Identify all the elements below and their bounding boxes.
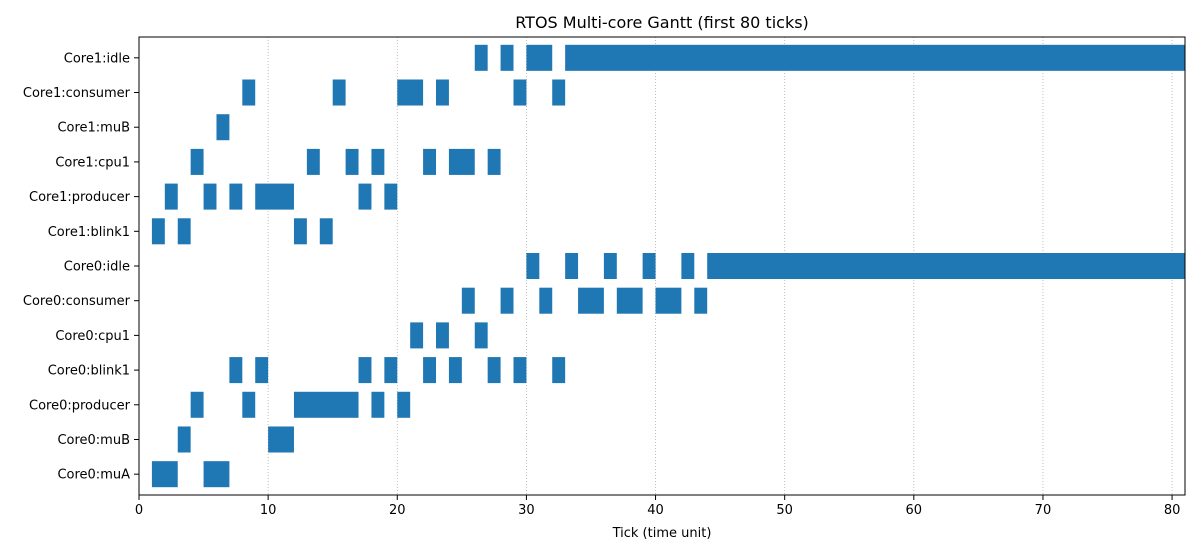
- gantt-bar: [397, 391, 411, 418]
- gantt-bar: [448, 357, 462, 384]
- gantt-bar: [293, 391, 359, 418]
- gantt-bar: [151, 218, 165, 245]
- gantt-bar: [565, 44, 1185, 71]
- x-tick-label: 80: [1164, 503, 1181, 518]
- y-axis-ticks: Core0:muA Core0:muB Core0:producer Core0:bl…: [23, 51, 139, 483]
- gantt-bar: [177, 426, 191, 453]
- y-tick-label: Core1:producer: [29, 190, 131, 205]
- chart-title: RTOS Multi-core Gantt (first 80 ticks): [515, 13, 809, 32]
- gantt-bar: [603, 252, 617, 280]
- y-tick-label: Core0:muB: [57, 433, 130, 448]
- gantt-bar: [371, 148, 385, 175]
- gantt-bar: [410, 322, 424, 349]
- x-tick-label: 0: [135, 503, 143, 518]
- gantt-bar: [203, 183, 217, 210]
- gantt-bar: [384, 357, 398, 384]
- gantt-bar: [423, 357, 437, 384]
- gantt-bar: [255, 357, 269, 384]
- gantt-bar: [216, 114, 230, 141]
- plot-frame: [138, 36, 1186, 496]
- gantt-bar: [242, 79, 256, 106]
- gantt-bar: [371, 391, 385, 418]
- gantt-bar: [306, 148, 320, 175]
- y-tick-label: Core0:cpu1: [55, 329, 130, 344]
- y-tick-label: Core0:producer: [29, 398, 131, 413]
- x-axis-label: Tick (time unit): [612, 526, 712, 541]
- x-tick-label: 70: [1035, 503, 1052, 518]
- x-tick-label: 50: [776, 503, 793, 518]
- gantt-bar: [229, 357, 243, 384]
- y-tick-label: Core0:consumer: [23, 294, 131, 309]
- gantt-bar: [474, 44, 488, 71]
- gantt-bar: [500, 44, 514, 71]
- gantt-bar: [190, 148, 204, 175]
- gantt-bar: [164, 183, 178, 210]
- gantt-bar: [539, 287, 553, 314]
- gantt-bar: [268, 426, 294, 453]
- gantt-bar: [255, 183, 294, 210]
- y-tick-label: Core1:blink1: [48, 225, 130, 240]
- gantt-bar: [436, 322, 449, 349]
- y-tick-label: Core0:blink1: [48, 364, 130, 379]
- gantt-bar: [681, 252, 695, 280]
- gantt-bar: [642, 252, 656, 280]
- gantt-bar: [448, 148, 475, 175]
- gantt-bar: [319, 218, 333, 245]
- gantt-bar: [500, 287, 514, 314]
- gantt-bar: [384, 183, 398, 210]
- gantt-bar: [616, 287, 643, 314]
- gantt-bars: [151, 44, 1185, 488]
- gantt-bar: [242, 391, 256, 418]
- y-tick-label: Core1:muB: [57, 121, 130, 136]
- gantt-bar: [552, 79, 566, 106]
- y-tick-label: Core0:idle: [64, 260, 130, 275]
- x-axis-ticks: 0 10 20 30 40 50 60 70 80: [135, 495, 1181, 518]
- x-tick-label: 10: [260, 503, 277, 518]
- gantt-bar: [203, 461, 230, 488]
- gantt-bar: [526, 252, 540, 280]
- x-tick-label: 40: [647, 503, 664, 518]
- y-tick-label: Core1:idle: [64, 51, 130, 66]
- gantt-bar: [526, 44, 553, 71]
- x-tick-label: 60: [906, 503, 923, 518]
- gantt-bar: [474, 322, 488, 349]
- gantt-bar: [436, 79, 449, 106]
- y-tick-label: Core1:consumer: [23, 86, 131, 101]
- gantt-bar: [694, 287, 708, 314]
- gantt-bar: [151, 461, 178, 488]
- x-tick-label: 20: [389, 503, 406, 518]
- gantt-bar: [397, 79, 424, 106]
- gantt-bar: [565, 252, 579, 280]
- gantt-bar: [487, 148, 501, 175]
- gantt-bar: [358, 183, 372, 210]
- gantt-bar: [552, 357, 566, 384]
- gantt-bar: [190, 391, 204, 418]
- gantt-bar: [707, 252, 1185, 280]
- gantt-bar: [513, 79, 527, 106]
- x-tick-label: 30: [518, 503, 535, 518]
- gantt-bar: [177, 218, 191, 245]
- gantt-bar: [293, 218, 307, 245]
- gantt-bar: [358, 357, 372, 384]
- y-tick-label: Core1:cpu1: [55, 155, 130, 170]
- gantt-bar: [332, 79, 346, 106]
- y-tick-label: Core0:muA: [57, 468, 130, 483]
- gantt-bar: [513, 357, 527, 384]
- gantt-bar: [487, 357, 501, 384]
- gantt-bar: [461, 287, 475, 314]
- gantt-bar: [655, 287, 682, 314]
- gantt-bar: [578, 287, 604, 314]
- gantt-bar: [345, 148, 359, 175]
- gantt-bar: [229, 183, 243, 210]
- gantt-bar: [423, 148, 437, 175]
